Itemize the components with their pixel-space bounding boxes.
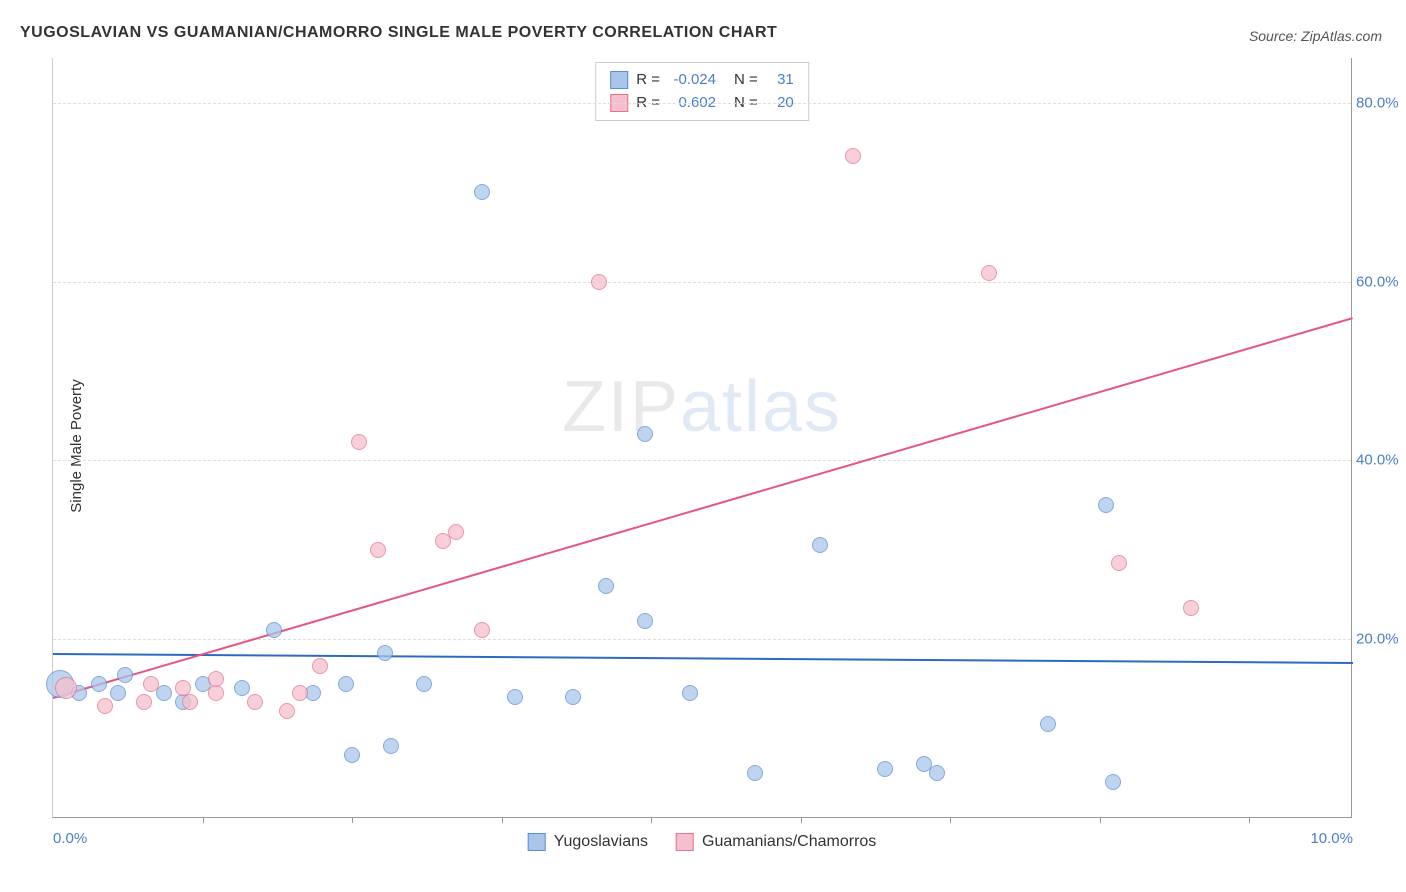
scatter-point (1111, 555, 1127, 571)
scatter-point (598, 578, 614, 594)
watermark-zip: ZIP (562, 367, 680, 447)
scatter-point (377, 645, 393, 661)
x-tick (203, 817, 204, 823)
scatter-point (234, 680, 250, 696)
scatter-point (110, 685, 126, 701)
y-tick-label: 20.0% (1356, 631, 1406, 648)
scatter-point (507, 689, 523, 705)
gridline (53, 103, 1351, 104)
scatter-point (1098, 497, 1114, 513)
scatter-point (637, 426, 653, 442)
scatter-point (1105, 774, 1121, 790)
trend-line (53, 653, 1353, 664)
legend-label: Yugoslavians (554, 833, 648, 851)
scatter-point (370, 542, 386, 558)
x-tick (651, 817, 652, 823)
bottom-legend: Yugoslavians Guamanians/Chamorros (528, 833, 877, 851)
gridline (53, 282, 1351, 283)
scatter-point (279, 703, 295, 719)
scatter-point (344, 747, 360, 763)
scatter-point (247, 694, 263, 710)
y-tick-label: 60.0% (1356, 273, 1406, 290)
legend-swatch (610, 71, 628, 89)
gridline (53, 460, 1351, 461)
scatter-point (292, 685, 308, 701)
y-tick-label: 80.0% (1356, 94, 1406, 111)
scatter-point (143, 676, 159, 692)
scatter-point (747, 765, 763, 781)
scatter-point (208, 671, 224, 687)
legend-item: Yugoslavians (528, 833, 648, 851)
scatter-point (1040, 716, 1056, 732)
legend-item: Guamanians/Chamorros (676, 833, 876, 851)
scatter-point (1183, 600, 1199, 616)
x-tick (502, 817, 503, 823)
scatter-point (929, 765, 945, 781)
scatter-point (448, 524, 464, 540)
scatter-point (416, 676, 432, 692)
scatter-point (637, 613, 653, 629)
legend-swatch (676, 833, 694, 851)
scatter-point (91, 676, 107, 692)
scatter-point (845, 148, 861, 164)
n-label: N = (734, 69, 758, 92)
x-tick (950, 817, 951, 823)
scatter-point (312, 658, 328, 674)
scatter-point (812, 537, 828, 553)
scatter-point (182, 694, 198, 710)
trend-line (53, 317, 1354, 699)
watermark-atlas: atlas (680, 367, 842, 447)
scatter-point (877, 761, 893, 777)
legend-label: Guamanians/Chamorros (702, 833, 876, 851)
scatter-plot: ZIPatlas R =-0.024N =31R =0.602N =20 Yug… (52, 58, 1352, 818)
scatter-point (474, 184, 490, 200)
x-tick (1100, 817, 1101, 823)
scatter-point (156, 685, 172, 701)
r-label: R = (636, 69, 660, 92)
x-tick (352, 817, 353, 823)
x-tick (801, 817, 802, 823)
scatter-point (338, 676, 354, 692)
scatter-point (682, 685, 698, 701)
scatter-point (591, 274, 607, 290)
scatter-point (383, 738, 399, 754)
r-value: -0.024 (668, 69, 716, 92)
scatter-point (97, 698, 113, 714)
y-tick-label: 40.0% (1356, 452, 1406, 469)
x-axis-max-label: 10.0% (1310, 830, 1353, 847)
scatter-point (136, 694, 152, 710)
scatter-point (266, 622, 282, 638)
x-tick (1249, 817, 1250, 823)
scatter-point (55, 677, 77, 699)
stats-box: R =-0.024N =31R =0.602N =20 (595, 62, 809, 121)
watermark: ZIPatlas (562, 366, 842, 448)
x-axis-min-label: 0.0% (53, 830, 87, 847)
scatter-point (565, 689, 581, 705)
stats-row: R = -0.024 N = 31 (610, 69, 794, 92)
source-label: Source: ZipAtlas.com (1249, 28, 1382, 44)
scatter-point (981, 265, 997, 281)
scatter-point (351, 434, 367, 450)
legend-swatch (528, 833, 546, 851)
scatter-point (474, 622, 490, 638)
n-value: 31 (766, 69, 794, 92)
chart-title: YUGOSLAVIAN VS GUAMANIAN/CHAMORRO SINGLE… (20, 24, 777, 42)
scatter-point (117, 667, 133, 683)
